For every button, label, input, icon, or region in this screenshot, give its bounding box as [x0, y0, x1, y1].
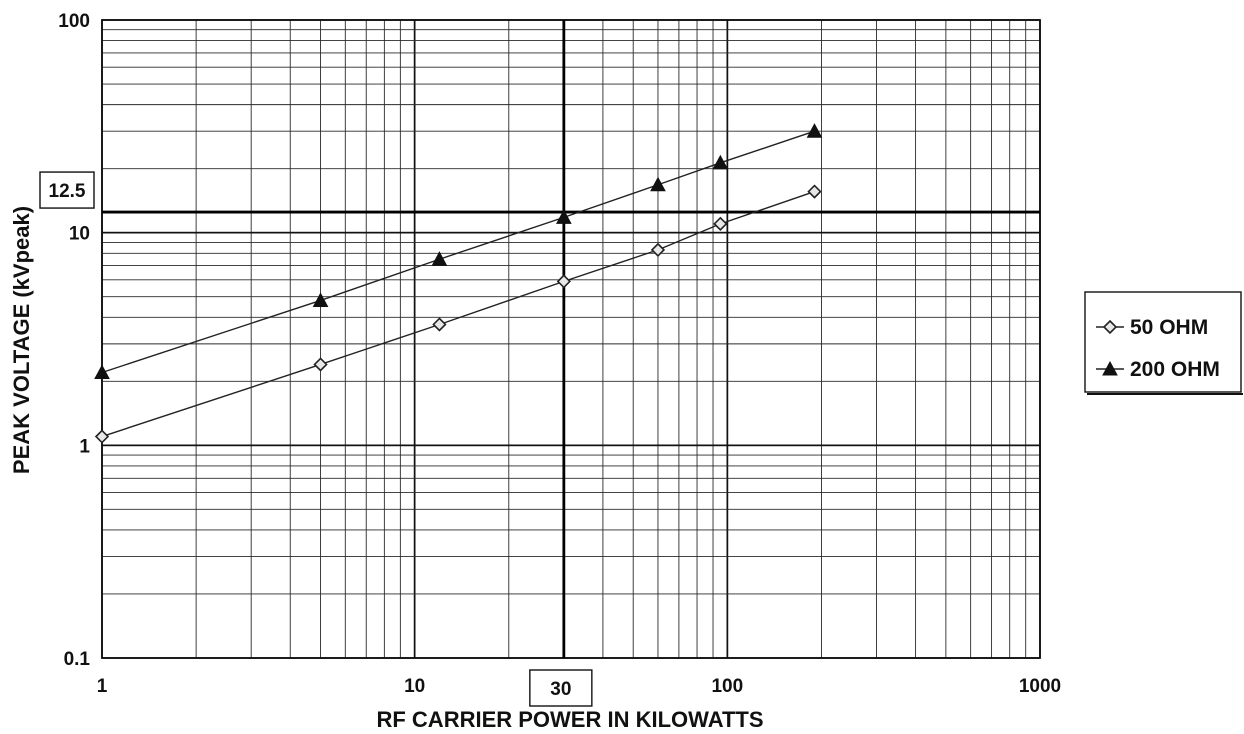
y-tick-label: 100	[58, 11, 90, 32]
y-tick-label: 0.1	[64, 649, 91, 670]
x-tick-label: 1	[97, 676, 108, 697]
data-point	[713, 216, 728, 231]
y-tick-label: 1	[79, 436, 90, 457]
series-line-1	[101, 130, 815, 374]
data-point	[806, 123, 823, 138]
data-point	[312, 292, 329, 307]
y-axis-title: PEAK VOLTAGE (kVpeak)	[9, 206, 34, 474]
data-point	[807, 184, 822, 199]
grid	[101, 19, 1041, 659]
data-point	[431, 251, 448, 266]
triangle-marker-icon	[1102, 360, 1118, 376]
data-point	[94, 429, 110, 444]
data-point	[94, 364, 110, 380]
data-point	[313, 357, 328, 372]
x-tick-label: 10	[404, 676, 425, 697]
data-point	[556, 209, 572, 224]
x-reference-box	[529, 669, 593, 707]
series-line-0	[101, 190, 815, 438]
x-reference-label: 30	[550, 679, 571, 700]
data-point	[650, 242, 666, 258]
diamond-marker-icon	[1102, 319, 1118, 335]
y-tick-label: 10	[69, 224, 90, 245]
x-tick-label: 100	[711, 676, 743, 697]
x-axis-title: RF CARRIER POWER IN KILOWATTS	[376, 707, 763, 732]
x-tick-label: 1000	[1019, 676, 1061, 697]
plot-frame	[101, 19, 1041, 659]
data-point	[556, 274, 571, 289]
y-reference-box	[39, 171, 95, 209]
data-point	[432, 317, 447, 332]
legend-label: 200 OHM	[1130, 358, 1220, 381]
tick-labels: 1 10 100 1000 0.1 1 10 100 30 12.5	[39, 11, 1061, 707]
y-reference-label: 12.5	[49, 181, 86, 202]
data-point	[650, 176, 666, 192]
data-point	[712, 154, 729, 170]
legend-label: 50 OHM	[1130, 316, 1208, 339]
legend: 50 OHM 200 OHM	[1084, 291, 1243, 395]
series	[94, 123, 823, 444]
reference-lines	[102, 20, 1040, 658]
